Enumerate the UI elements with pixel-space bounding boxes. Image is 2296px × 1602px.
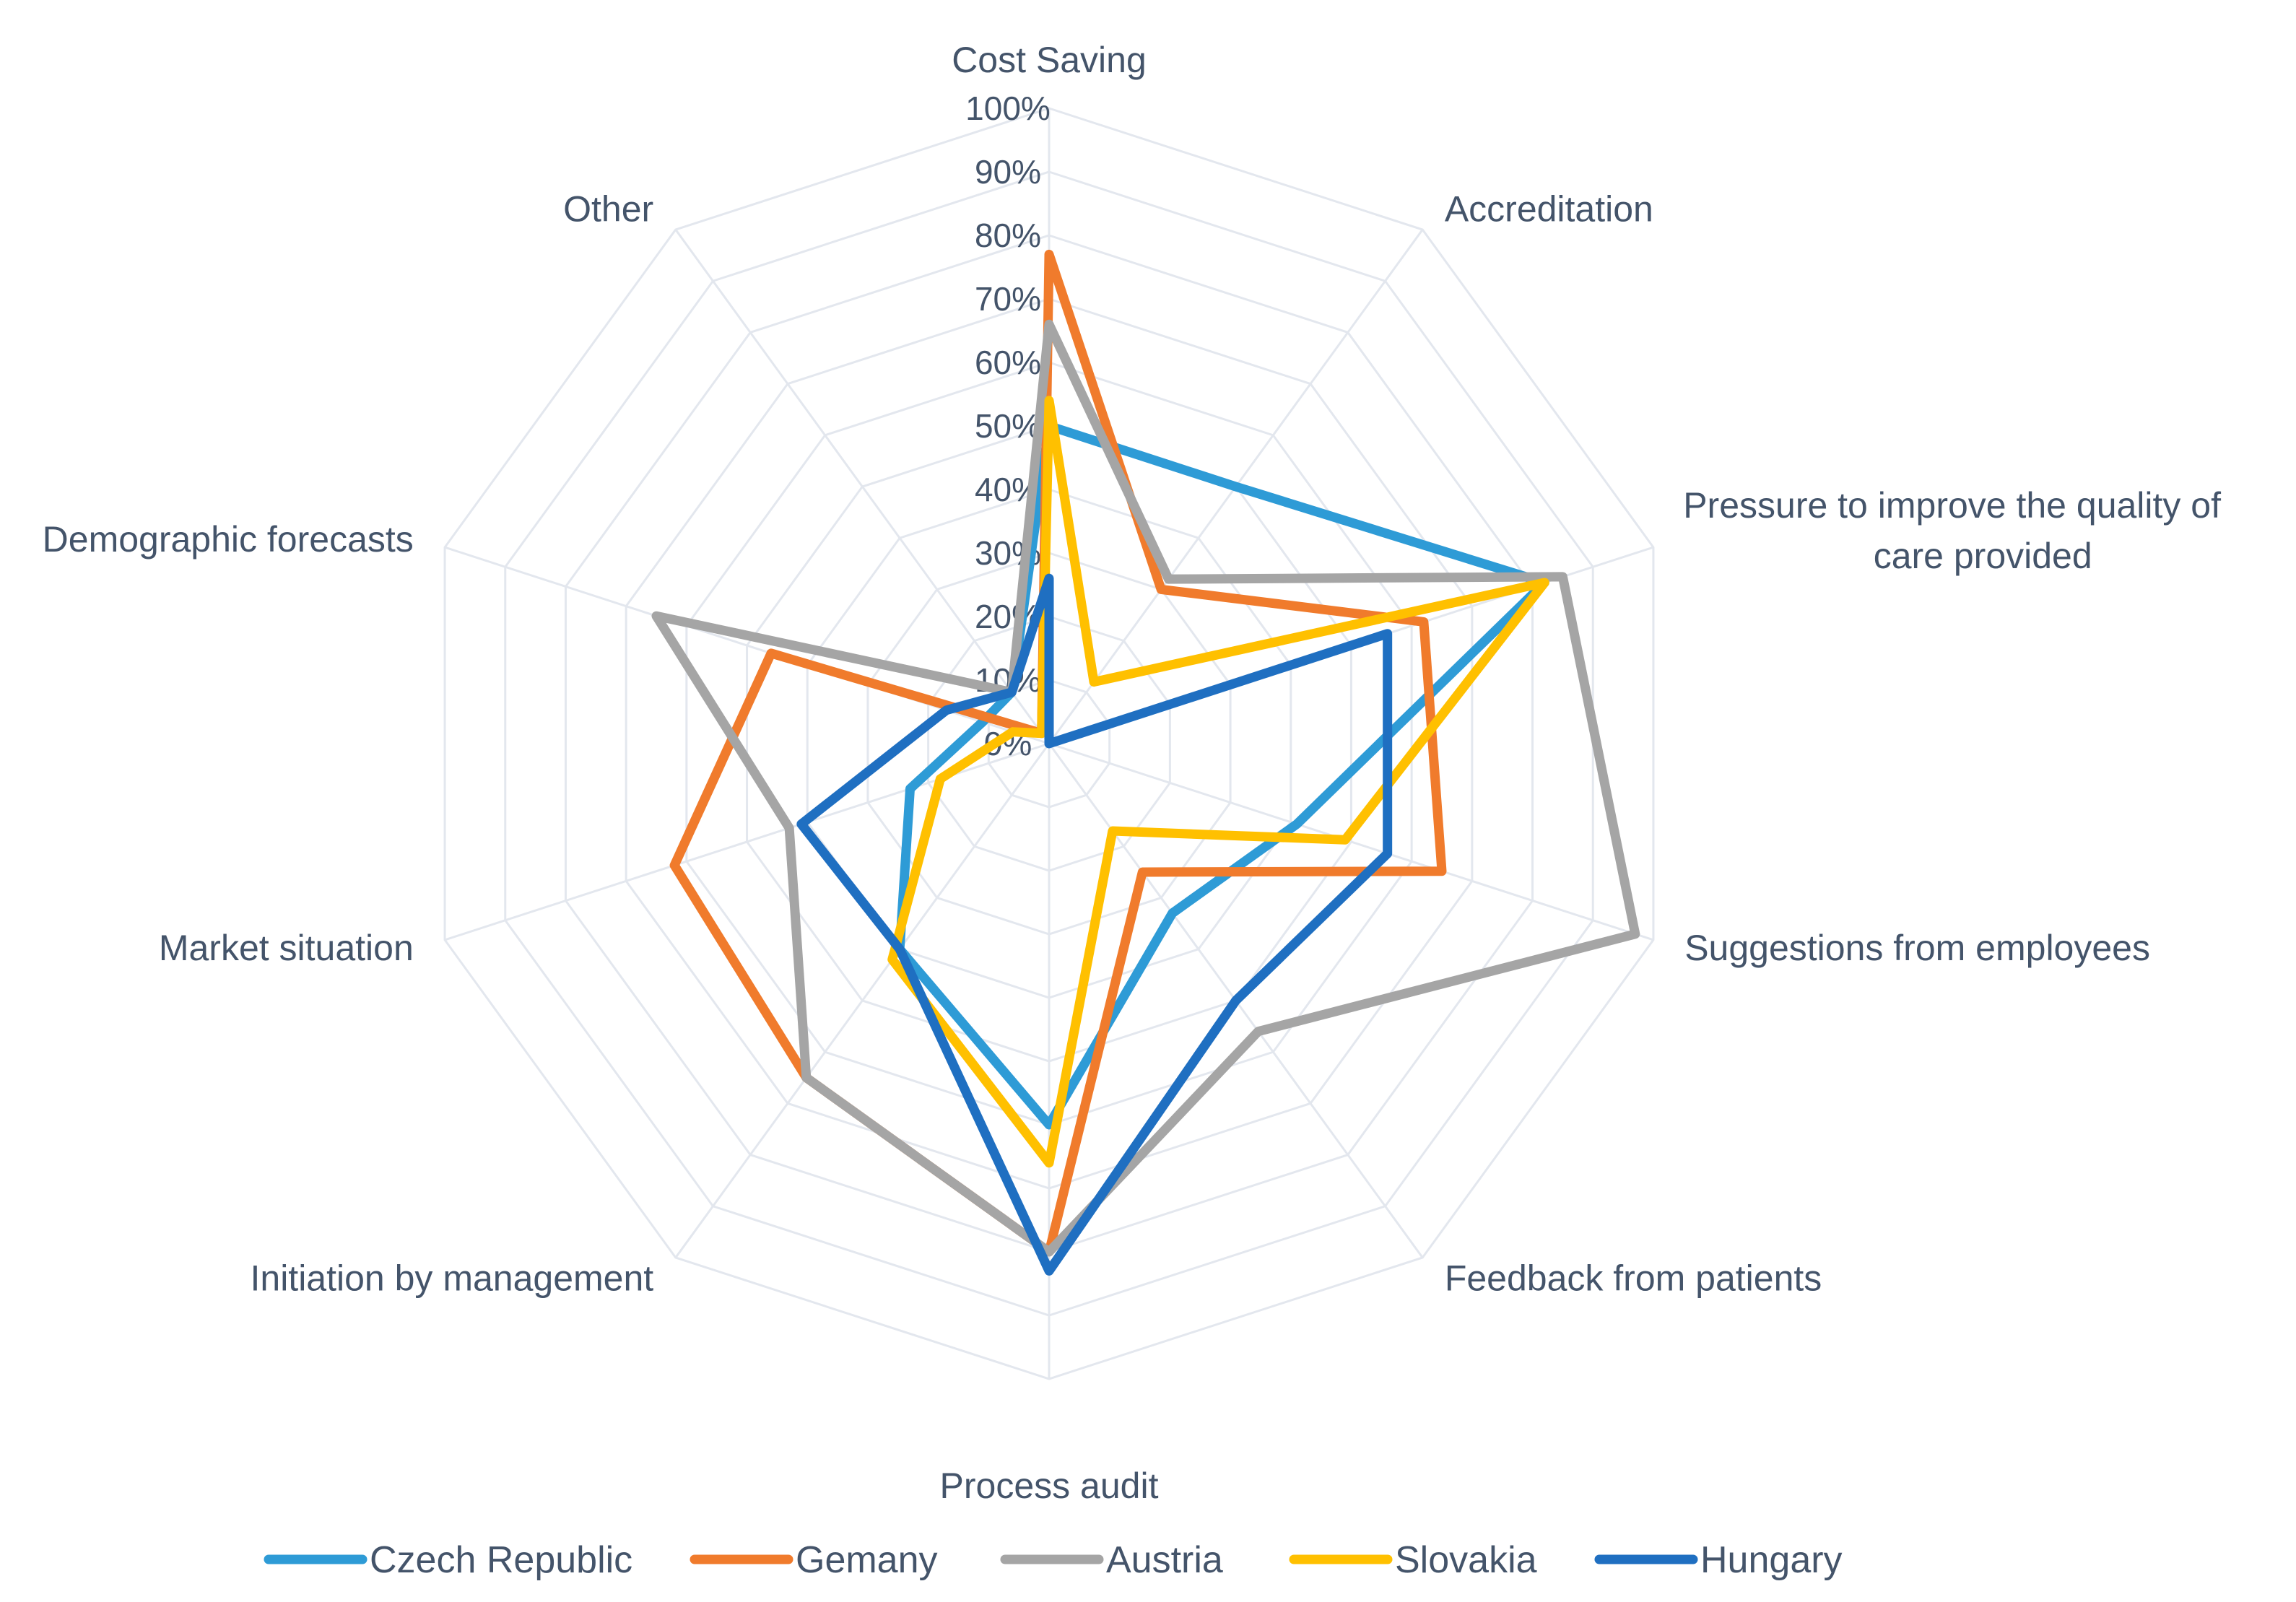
category-label: Initiation by management	[251, 1258, 654, 1298]
category-label-line: Demographic forecasts	[43, 519, 414, 560]
legend: Czech Republic Gemany Austria Slovakia Hunga…	[264, 1539, 1843, 1581]
category-label: Cost Saving	[952, 40, 1147, 80]
tick-label: 90%	[975, 153, 1041, 191]
legend-label: Czech Republic	[370, 1539, 632, 1581]
axis-spoke	[1048, 742, 1654, 941]
category-label-line: Accreditation	[1445, 189, 1653, 230]
series-line-czech-republic	[895, 421, 1549, 1130]
radar-series	[651, 249, 1640, 1276]
category-label: Accreditation	[1445, 189, 1653, 230]
category-label: Process audit	[940, 1466, 1159, 1506]
category-label-line: care provided	[1874, 536, 2092, 576]
tick-label: 80%	[975, 217, 1041, 254]
category-label-line: Market situation	[159, 928, 414, 968]
category-label-line: Other	[563, 189, 653, 230]
series-line-slovakia	[887, 396, 1549, 1168]
series-line-austria	[651, 319, 1640, 1257]
tick-label: 70%	[975, 280, 1041, 318]
legend-label: Austria	[1106, 1539, 1223, 1581]
axis-spoke	[674, 743, 1051, 1258]
tick-label: 60%	[975, 344, 1041, 381]
category-label: Other	[563, 189, 653, 230]
tick-label: 100%	[965, 90, 1051, 127]
category-label-line: Cost Saving	[952, 40, 1147, 80]
category-label: Feedback from patients	[1445, 1258, 1822, 1298]
category-label-line: Pressure to improve the quality of	[1683, 485, 2221, 526]
legend-label: Gemany	[796, 1539, 938, 1581]
category-label-line: Feedback from patients	[1445, 1258, 1822, 1298]
category-label-line: Suggestions from employees	[1684, 928, 2150, 968]
series-line-hungary	[796, 573, 1393, 1276]
legend-label: Slovakia	[1395, 1539, 1537, 1581]
category-labels: Cost Saving Accreditation Pressure to impr…	[43, 40, 2221, 1506]
category-label: Demographic forecasts	[43, 519, 414, 560]
category-label: Suggestions from employees	[1684, 928, 2150, 968]
legend-label: Hungary	[1700, 1539, 1843, 1581]
category-label-line: Initiation by management	[251, 1258, 654, 1298]
category-label: Market situation	[159, 928, 414, 968]
axis-spoke	[674, 229, 1051, 744]
category-label-line: Process audit	[940, 1466, 1159, 1506]
tick-label: 50%	[975, 407, 1041, 445]
category-label: Pressure to improve the quality of care p…	[1683, 485, 2221, 576]
